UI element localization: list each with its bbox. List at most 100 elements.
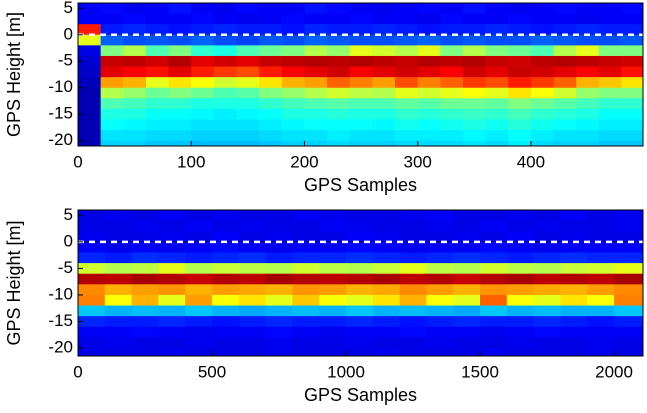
heat-cell — [158, 231, 186, 243]
heat-cell — [78, 337, 106, 349]
heat-cell — [327, 140, 351, 146]
heat-cell — [508, 66, 532, 78]
heat-cell — [131, 294, 160, 307]
heat-cell — [123, 3, 147, 15]
heat-cell — [327, 119, 351, 131]
heat-cell — [598, 87, 623, 99]
heat-cell — [292, 273, 320, 285]
heat-cell — [104, 326, 133, 339]
heat-cell — [506, 273, 535, 285]
heat-cell — [395, 130, 419, 142]
heat-cell — [372, 337, 401, 349]
heat-cell — [158, 337, 186, 349]
x-axis-label: GPS Samples — [304, 385, 417, 405]
heat-cell — [265, 337, 294, 349]
heat-cell — [417, 119, 441, 131]
heat-cell — [100, 24, 124, 36]
heat-cell — [480, 305, 508, 317]
heat-cell — [265, 252, 294, 264]
heat-cell — [598, 119, 623, 131]
heat-cell — [372, 55, 396, 68]
heat-cell — [212, 348, 240, 356]
heat-cell — [292, 294, 320, 307]
heat-cell — [292, 263, 320, 275]
heat-cell — [168, 77, 192, 89]
heat-cell — [158, 294, 186, 307]
heat-cell — [372, 231, 401, 243]
heat-cell — [259, 55, 283, 68]
heat-cell — [100, 98, 124, 110]
heat-cell — [576, 66, 600, 78]
heat-cell — [349, 24, 373, 36]
heat-cell — [213, 55, 238, 68]
heat-cell — [485, 108, 509, 121]
heat-cell — [78, 305, 106, 317]
heat-cell — [417, 87, 441, 99]
heat-cell — [212, 273, 240, 285]
x-tick-label: 2000 — [595, 362, 633, 381]
heat-cell — [598, 140, 623, 146]
heat-cell — [304, 3, 328, 15]
heat-cell — [281, 13, 306, 25]
heat-cell — [553, 3, 577, 15]
heat-cell — [395, 45, 419, 57]
heat-cell — [530, 24, 555, 36]
heat-cell — [259, 3, 283, 15]
heat-cell — [292, 252, 320, 264]
heat-cell — [440, 66, 464, 78]
heat-cell — [123, 77, 147, 89]
heat-cell — [553, 108, 577, 121]
heat-cell — [480, 210, 508, 222]
heat-cell — [236, 140, 260, 146]
heat-cell — [587, 316, 615, 328]
heat-cell — [212, 210, 240, 222]
heat-cell — [319, 305, 347, 317]
heat-cell — [614, 305, 643, 317]
heat-cell — [292, 316, 320, 328]
heat-cell — [327, 55, 351, 68]
heat-cell — [281, 66, 306, 78]
heat-cell — [265, 284, 294, 296]
heat-cell — [281, 55, 306, 68]
heat-cell — [417, 140, 441, 146]
heat-cell — [191, 3, 215, 15]
heat-cell — [185, 294, 213, 307]
heat-cell — [185, 337, 213, 349]
heat-cell — [395, 55, 419, 68]
heat-cell — [614, 348, 643, 356]
heat-cell — [104, 294, 133, 307]
heat-cell — [614, 220, 643, 232]
heat-cell — [480, 284, 508, 296]
heat-cell — [123, 119, 147, 131]
heat-cell — [168, 98, 192, 110]
heat-cell — [462, 24, 487, 36]
heat-cell — [560, 210, 588, 222]
plot-frame — [77, 2, 644, 147]
heat-cell — [598, 55, 623, 68]
heat-cell — [453, 220, 481, 232]
heat-cell — [123, 98, 147, 110]
heat-cell — [453, 348, 481, 356]
heat-cell — [158, 263, 186, 275]
heat-cell — [395, 34, 419, 46]
heat-cell — [185, 231, 213, 243]
heat-cell — [346, 252, 374, 264]
heat-cell — [238, 294, 267, 307]
heat-cell — [395, 77, 419, 89]
x-tick-label: 200 — [290, 152, 318, 171]
heat-cell — [78, 77, 102, 89]
x-tick-label: 400 — [517, 152, 545, 171]
heat-cell — [145, 13, 170, 25]
heat-cell — [395, 13, 419, 25]
heat-cell — [78, 66, 102, 78]
heat-cell — [453, 305, 481, 317]
heat-cell — [399, 284, 428, 296]
heat-cell — [104, 348, 133, 356]
heat-cell — [453, 294, 481, 307]
heat-cell — [191, 55, 215, 68]
heat-cell — [533, 316, 562, 328]
heat-cell — [212, 305, 240, 317]
heat-cell — [349, 77, 373, 89]
heat-cell — [587, 210, 615, 222]
heat-cell — [372, 45, 396, 57]
